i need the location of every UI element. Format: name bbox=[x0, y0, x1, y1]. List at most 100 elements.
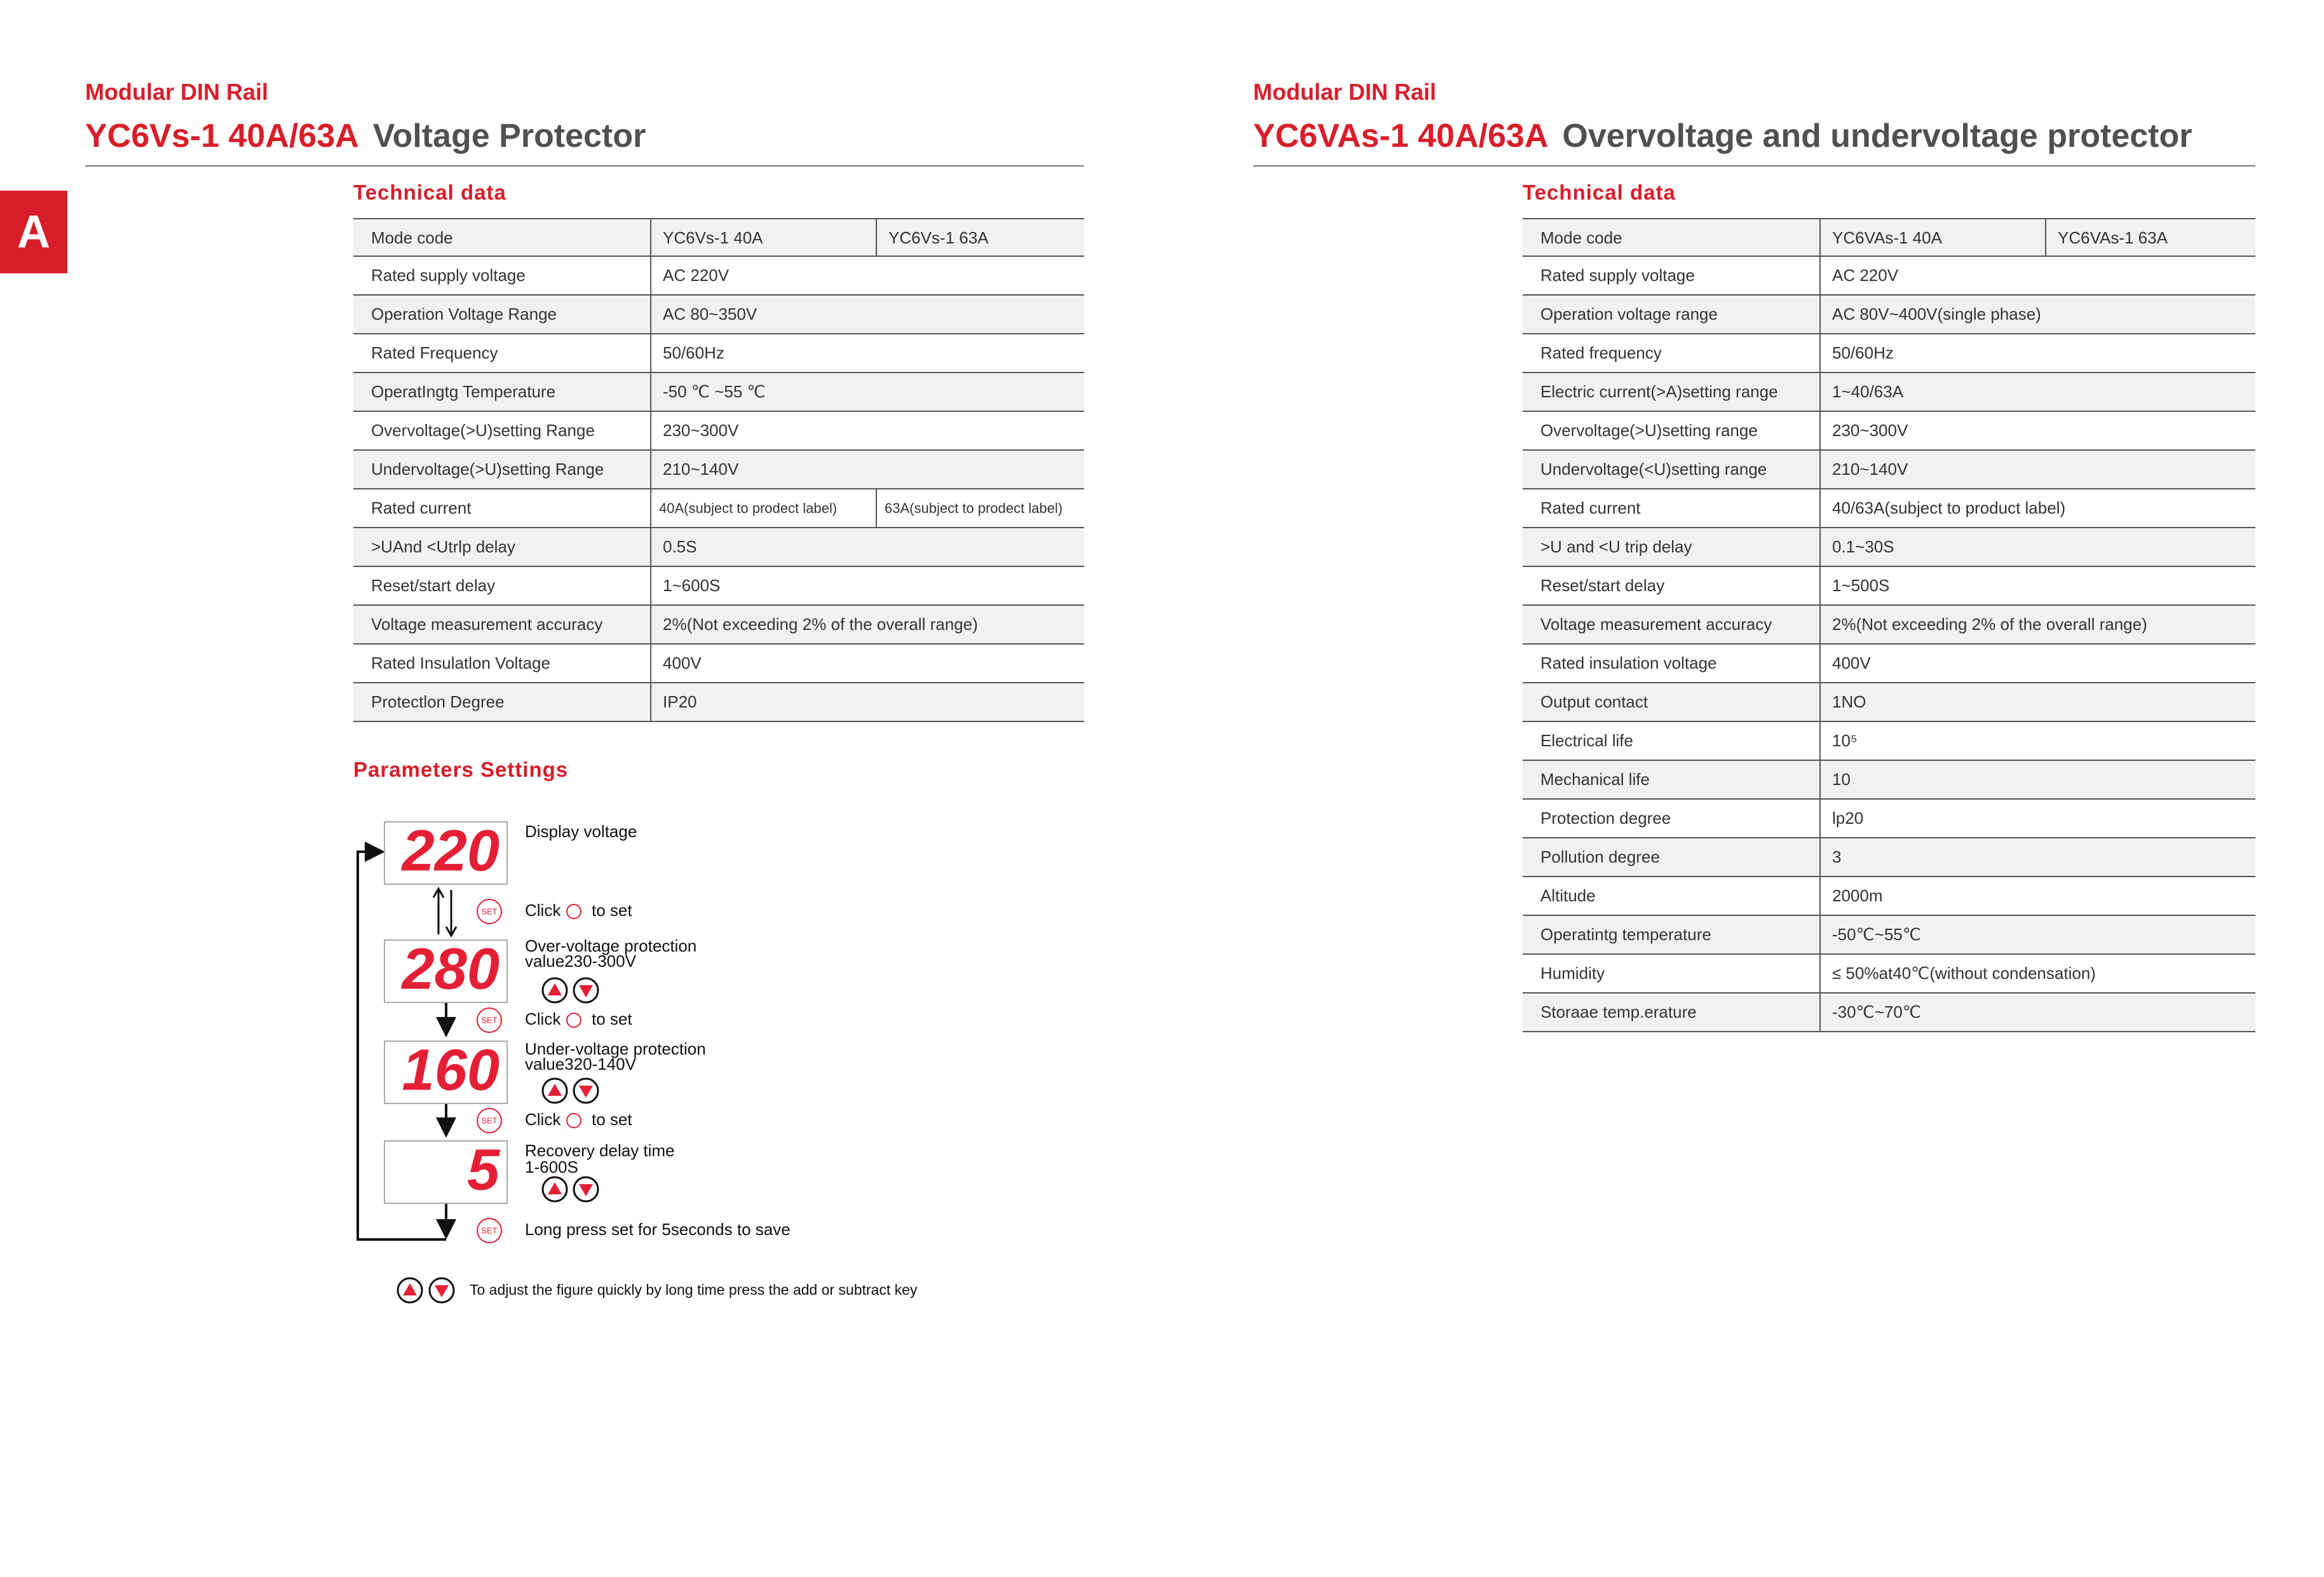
set-icon bbox=[477, 1108, 502, 1133]
row-label: >U and <U trip delay bbox=[1540, 537, 1692, 556]
cell-value: 400V bbox=[650, 645, 1084, 682]
step-label: Under-voltage protection bbox=[525, 1039, 706, 1058]
table-row: Reset/start delay 1~500S bbox=[1523, 567, 2255, 606]
cell-value: IP20 bbox=[650, 683, 1084, 721]
row-label: Voltage measurement accuracy bbox=[1540, 615, 1772, 634]
display-box bbox=[384, 1041, 508, 1104]
cell-value: YC6Vs-1 40A bbox=[650, 219, 876, 257]
click-text: to set bbox=[592, 1110, 632, 1129]
table-row: Overvoltage(>U)setting range 230~300V bbox=[1523, 412, 2255, 451]
cell-value: YC6Vs-1 63A bbox=[876, 219, 1084, 257]
row-label: Mode code bbox=[371, 228, 453, 247]
table-row: OperatIngtg Temperature -50 ℃ ~55 ℃ bbox=[353, 373, 1084, 412]
table-row: Storaae temp.erature -30℃~70℃ bbox=[1523, 993, 2255, 1032]
row-label: Electrical life bbox=[1540, 731, 1633, 750]
table-row: Rated Frequency 50/60Hz bbox=[353, 334, 1084, 373]
mini-set-icon bbox=[566, 1113, 581, 1128]
step-label: value320-140V bbox=[525, 1055, 637, 1074]
section-heading: Technical data bbox=[1523, 181, 1676, 204]
title-model: YC6VAs-1 40A/63A bbox=[1253, 118, 1549, 154]
row-label: Mechanical life bbox=[1540, 770, 1650, 789]
click-text: Click bbox=[525, 1009, 561, 1028]
table-row: Overvoltage(>U)setting Range 230~300V bbox=[353, 412, 1084, 451]
button-arrow bbox=[579, 1086, 593, 1098]
step-label: Recovery delay time bbox=[525, 1141, 675, 1160]
table-row: >U and <U trip delay 0.1~30S bbox=[1523, 528, 2255, 567]
row-label: Rated frequency bbox=[1540, 343, 1662, 362]
cell-value: 1NO bbox=[1819, 683, 2255, 721]
title-name: Overvoltage and undervoltage protector bbox=[1562, 118, 2192, 154]
cell-value: -30℃~70℃ bbox=[1819, 993, 2255, 1031]
row-label: Undervoltage(<U)setting range bbox=[1540, 460, 1767, 479]
row-label: Reset/start delay bbox=[371, 576, 496, 595]
table-row: Mechanical life 10 bbox=[1523, 761, 2255, 800]
display-digits: 280 bbox=[401, 936, 500, 1001]
table-row: Undervoltage(<U)setting range 210~140V bbox=[1523, 451, 2255, 489]
display-box bbox=[384, 939, 508, 1003]
display-digits: 160 bbox=[402, 1037, 500, 1102]
cell-value: 40/63A(subject to product label) bbox=[1819, 489, 2255, 527]
row-label: Operatintg temperature bbox=[1540, 925, 1711, 944]
row-label: Rated current bbox=[371, 498, 472, 517]
row-label: Electric current(>A)setting range bbox=[1540, 382, 1778, 401]
row-label: Operation Voltage Range bbox=[371, 304, 557, 324]
cell-value: 2%(Not exceeding 2% of the overall range… bbox=[1819, 606, 2255, 643]
row-label: Protection degree bbox=[1540, 809, 1671, 828]
final-step: Long press set for 5seconds to save bbox=[525, 1220, 791, 1239]
cell-value: AC 80V~400V(single phase) bbox=[1819, 296, 2255, 333]
cell-value: 1~40/63A bbox=[1819, 373, 2255, 411]
cell-value: 50/60Hz bbox=[1819, 334, 2255, 372]
row-label: Voltage measurement accuracy bbox=[371, 615, 603, 634]
cell-value: YC6VAs-1 40A bbox=[1819, 219, 2045, 257]
table-row: Altitude 2000m bbox=[1523, 877, 2255, 916]
button-arrow bbox=[548, 1182, 562, 1194]
note: To adjust the figure quickly by long tim… bbox=[470, 1281, 918, 1298]
step-label: Over-voltage protection bbox=[525, 936, 697, 955]
title-model: YC6Vs-1 40A/63A bbox=[85, 118, 359, 154]
click-text: to set bbox=[592, 1009, 632, 1028]
table-row: Undervoltage(>U)setting Range 210~140V bbox=[353, 451, 1084, 489]
display-digits: 220 bbox=[401, 818, 500, 883]
set-icon bbox=[477, 1007, 502, 1033]
table-row: >UAnd <Utrlp delay 0.5S bbox=[353, 528, 1084, 567]
row-label: Reset/start delay bbox=[1540, 576, 1665, 595]
set-icon-label: SET bbox=[481, 1015, 497, 1025]
row-label: Rated supply voltage bbox=[371, 266, 526, 285]
row-label: Mode code bbox=[1540, 228, 1622, 247]
cell-value: 0.5S bbox=[650, 528, 1084, 566]
cell-value: AC 80~350V bbox=[650, 296, 1084, 333]
row-label: Humidity bbox=[1540, 964, 1605, 983]
button-arrow bbox=[579, 985, 593, 997]
table-row: Pollution degree 3 bbox=[1523, 838, 2255, 877]
row-label: Rated current bbox=[1540, 498, 1641, 517]
page-title: YC6VAs-1 40A/63A Overvoltage and undervol… bbox=[1253, 117, 2192, 155]
cell-value: 1~600S bbox=[650, 567, 1084, 604]
row-label: Operation voltage range bbox=[1540, 304, 1718, 324]
table-row: Humidity ≤ 50%at40℃(without condensation) bbox=[1523, 955, 2255, 993]
cell-value: ≤ 50%at40℃(without condensation) bbox=[1819, 955, 2255, 992]
row-label: Storaae temp.erature bbox=[1540, 1002, 1697, 1021]
title-rule bbox=[85, 165, 1084, 167]
section-tab: A bbox=[0, 191, 67, 273]
cell-value: YC6VAs-1 63A bbox=[2045, 219, 2255, 257]
cell-value: -50 ℃ ~55 ℃ bbox=[650, 373, 1084, 411]
table-row: Rated current 40/63A(subject to product l… bbox=[1523, 489, 2255, 528]
table-row: Operation Voltage Range AC 80~350V bbox=[353, 296, 1084, 334]
table-row: Protectlon Degree IP20 bbox=[353, 683, 1084, 722]
mini-set-icon bbox=[566, 904, 581, 919]
step-label: 1-600S bbox=[525, 1157, 578, 1177]
table-row: Output contact 1NO bbox=[1523, 683, 2255, 722]
cell-value: 230~300V bbox=[1819, 412, 2255, 449]
table-row: Operation voltage range AC 80V~400V(singl… bbox=[1523, 296, 2255, 334]
set-icon-label: SET bbox=[481, 906, 497, 916]
cell-value: 10⁵ bbox=[1819, 722, 2255, 760]
row-label: Overvoltage(>U)setting range bbox=[1540, 421, 1758, 440]
set-icon bbox=[477, 1218, 502, 1243]
cell-value: 10 bbox=[1819, 761, 2255, 798]
table-row: Rated frequency 50/60Hz bbox=[1523, 334, 2255, 373]
cell-value: 0.1~30S bbox=[1819, 528, 2255, 566]
table-row: Protection degree lp20 bbox=[1523, 800, 2255, 838]
title-name: Voltage Protector bbox=[372, 118, 646, 154]
cell-value: 2%(Not exceeding 2% of the overall range… bbox=[650, 606, 1084, 643]
cell-value: 210~140V bbox=[650, 451, 1084, 488]
